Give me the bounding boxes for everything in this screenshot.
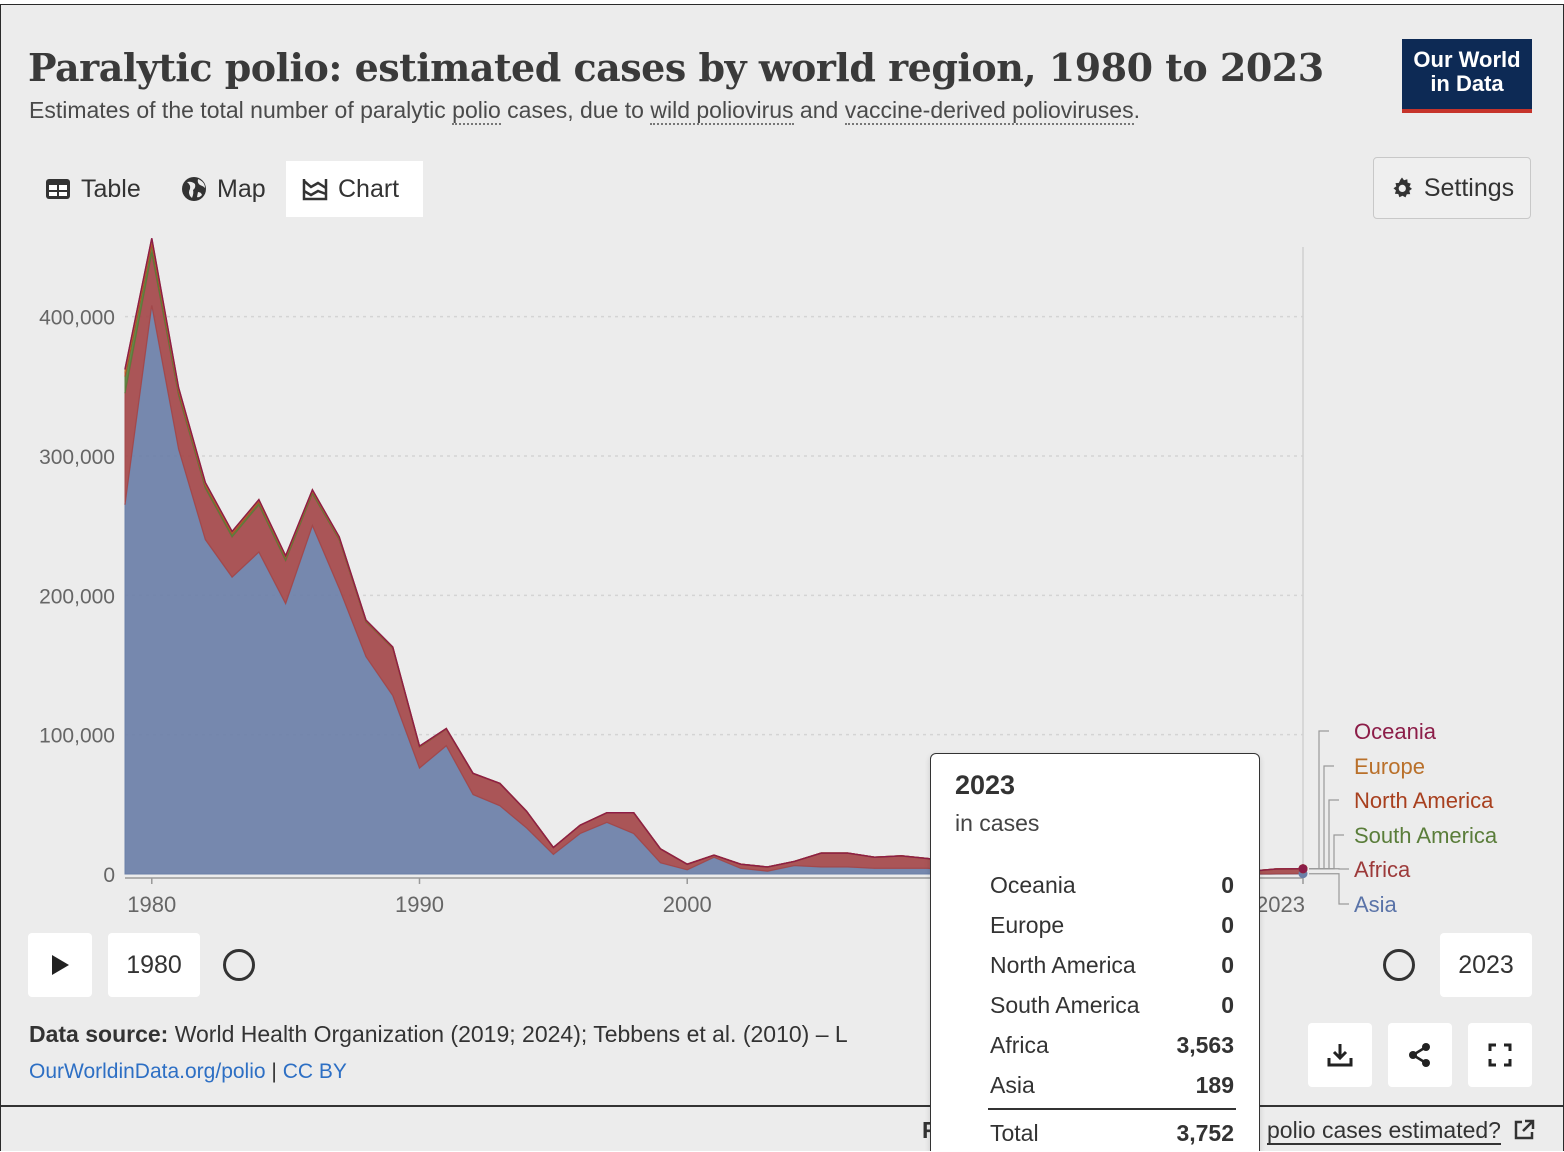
share-icon <box>1409 1043 1430 1067</box>
subtitle-text: and <box>793 97 845 123</box>
subtitle-text: cases, due to <box>500 97 651 123</box>
legend-label-south-america: South America <box>1354 823 1498 848</box>
download-button[interactable] <box>1308 1023 1372 1087</box>
tab-chart-label: Chart <box>338 174 400 203</box>
y-tick-label: 300,000 <box>39 446 115 469</box>
tooltip-row-label: North America <box>990 952 1136 978</box>
wild-poliovirus-definition-link[interactable]: wild poliovirus <box>650 97 794 125</box>
x-tick-label: 1990 <box>395 892 444 917</box>
legend-label-europe: Europe <box>1354 754 1425 779</box>
tooltip-row-value: 0 <box>1221 952 1234 978</box>
tooltip-total-label: Total <box>990 1120 1039 1146</box>
settings-button[interactable]: Settings <box>1373 157 1531 219</box>
tooltip-row: South America 0 <box>990 992 1234 1019</box>
source-links: OurWorldinData.org/polio | CC BY <box>29 1060 347 1084</box>
hover-tooltip: 2023 in cases Oceania 0 Europe 0 North Ame… <box>930 753 1260 1151</box>
tooltip-year: 2023 <box>955 770 1016 800</box>
tab-table-label: Table <box>81 174 141 203</box>
table-icon <box>46 179 70 199</box>
y-axis-ticks: 0 100,000 200,000 300,000 400,000 <box>39 307 115 887</box>
license-link[interactable]: CC BY <box>282 1060 347 1083</box>
y-tick-label: 100,000 <box>39 725 115 748</box>
polio-definition-link[interactable]: polio <box>452 97 501 125</box>
x-tick-label: 1980 <box>127 892 176 917</box>
tooltip-row-label: Europe <box>990 912 1065 938</box>
source-text: World Health Organization (2019; 2024); … <box>168 1021 848 1047</box>
tooltip-divider <box>988 1108 1236 1110</box>
legend-connector <box>1309 765 1334 870</box>
globe-icon <box>182 177 206 201</box>
legend: Oceania Europe North America South America A… <box>1309 719 1498 917</box>
external-link-icon <box>1515 1119 1535 1140</box>
tab-map[interactable]: Map <box>165 161 285 217</box>
tooltip-row: Oceania 0 <box>990 872 1234 899</box>
data-source: Data source: World Health Organization (… <box>29 1021 848 1048</box>
tooltip-row-value: 0 <box>1221 872 1234 898</box>
methodology-link-text: polio cases estimated? <box>1267 1117 1501 1145</box>
legend-label-africa: Africa <box>1354 857 1411 882</box>
source-label: Data source: <box>29 1021 169 1047</box>
timeline-end-handle[interactable] <box>1383 949 1415 981</box>
subtitle-text: . <box>1133 97 1140 123</box>
play-button[interactable] <box>28 933 92 997</box>
methodology-link[interactable]: polio cases estimated? <box>1267 1117 1535 1145</box>
y-tick-label: 0 <box>103 864 115 887</box>
subtitle-text: Estimates of the total number of paralyt… <box>29 97 453 123</box>
vaccine-derived-definition-link[interactable]: vaccine-derived polioviruses <box>844 97 1134 125</box>
legend-connector <box>1309 873 1349 905</box>
tooltip-row-label: Oceania <box>990 872 1076 898</box>
legend-label-oceania: Oceania <box>1354 719 1437 744</box>
owid-polio-link[interactable]: OurWorldinData.org/polio <box>29 1060 266 1083</box>
timeline-start-year[interactable]: 1980 <box>108 933 200 997</box>
chart-frame: Paralytic polio: estimated cases by worl… <box>0 4 1564 1151</box>
tooltip-row-label: Asia <box>990 1072 1035 1098</box>
logo-line-2: in Data <box>1430 71 1504 96</box>
x-tick-label: 2000 <box>663 892 712 917</box>
tooltip-unit: in cases <box>955 810 1040 836</box>
tab-table[interactable]: Table <box>29 161 165 217</box>
footer-divider <box>1 1105 1563 1107</box>
play-icon <box>52 955 69 975</box>
tooltip-row-value: 0 <box>1221 912 1234 938</box>
tooltip-total-value: 3,752 <box>1176 1120 1234 1146</box>
chart-title: Paralytic polio: estimated cases by worl… <box>28 45 1324 90</box>
hover-cursor <box>1298 247 1308 879</box>
settings-label: Settings <box>1423 173 1515 202</box>
y-tick-label: 200,000 <box>39 585 115 608</box>
chart-icon <box>302 179 328 201</box>
chart-subtitle: Estimates of the total number of paralyt… <box>29 97 1140 125</box>
tooltip-row-value: 3,563 <box>1176 1032 1234 1058</box>
y-tick-label: 400,000 <box>39 307 115 330</box>
stacked-area-chart: 0 100,000 200,000 300,000 400,000 1980 1990 20… <box>39 238 1498 917</box>
legend-connector <box>1309 834 1344 870</box>
end-dot-oceania <box>1298 864 1308 874</box>
tooltip-row-label: Africa <box>990 1032 1049 1058</box>
tooltip-row-value: 0 <box>1221 992 1234 1018</box>
logo-line-1: Our World <box>1413 47 1521 72</box>
download-icon <box>1327 1044 1353 1067</box>
tooltip-row-value: 189 <box>1195 1072 1234 1098</box>
x-tick-label: 2023 <box>1256 892 1305 917</box>
tab-chart[interactable]: Chart <box>286 161 423 217</box>
expand-icon <box>1488 1043 1512 1067</box>
legend-connector <box>1309 730 1329 870</box>
tooltip-total-row: Total 3,752 <box>990 1120 1234 1147</box>
tooltip-row-label: South America <box>990 992 1140 1018</box>
timeline-start-handle[interactable] <box>223 949 255 981</box>
tooltip-row: Africa 3,563 <box>990 1032 1234 1059</box>
tooltip-row: Europe 0 <box>990 912 1234 939</box>
link-separator: | <box>265 1060 283 1083</box>
share-button[interactable] <box>1388 1023 1452 1087</box>
owid-logo[interactable]: Our World in Data <box>1402 39 1532 113</box>
tooltip-row: North America 0 <box>990 952 1234 979</box>
timeline-end-year[interactable]: 2023 <box>1440 933 1532 997</box>
gear-icon <box>1393 177 1412 198</box>
fullscreen-button[interactable] <box>1468 1023 1532 1087</box>
legend-label-asia: Asia <box>1354 892 1398 917</box>
legend-label-north-america: North America <box>1354 788 1494 813</box>
tab-map-label: Map <box>217 174 266 203</box>
tooltip-row: Asia 189 <box>990 1072 1234 1099</box>
